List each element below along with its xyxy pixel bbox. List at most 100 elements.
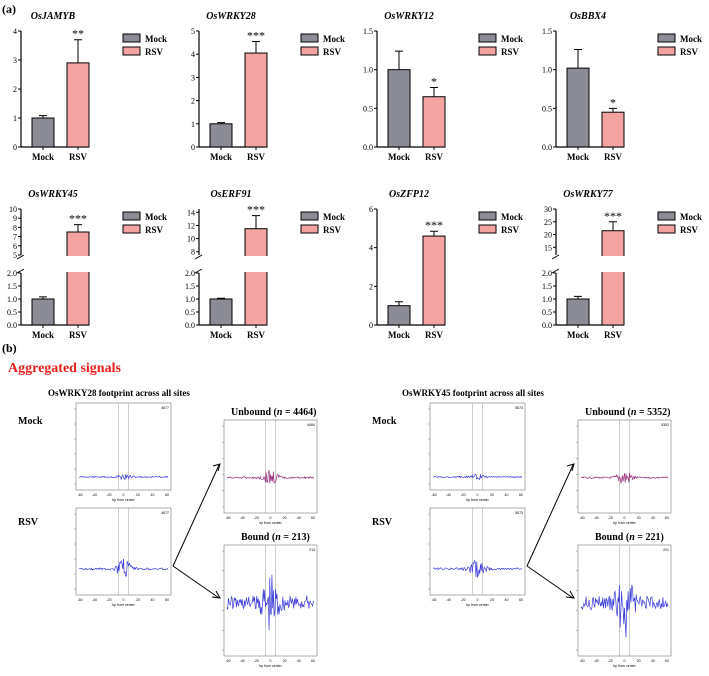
mini-x-tick-label: 60 — [311, 516, 315, 520]
significance-label: *** — [69, 212, 87, 226]
mock-signal-plot: -60 -40 -20 0 20 40 60 bp from center 4677 — [74, 402, 172, 502]
legend-swatch-mock — [478, 33, 497, 43]
legend-swatch-mock — [122, 33, 141, 43]
mock-signal-plot: -60 -40 -20 0 20 40 60 bp from center 5573 — [428, 402, 526, 502]
x-tick-label: Mock — [388, 152, 410, 162]
unbound-suffix: = 4464) — [282, 407, 316, 418]
legend-swatch-mock — [657, 211, 676, 221]
legend-label-mock: Mock — [501, 34, 523, 44]
y-tick-label: 1.5 — [542, 282, 552, 291]
legend-label-mock: Mock — [145, 212, 167, 222]
mini-x-tick-label: -40 — [92, 493, 97, 497]
y-tick-label: 25 — [544, 218, 552, 227]
bound-prefix: Bound ( — [241, 532, 276, 543]
error-bar — [609, 221, 617, 231]
error-bar — [74, 39, 82, 63]
significance-label: ** — [72, 27, 84, 41]
y-tick-label: 14 — [187, 208, 195, 217]
signal-line — [226, 470, 315, 484]
panel-b-title: Aggregated signals — [8, 361, 121, 376]
aggregated-signals-layer: OsWRKY28 footprint across all sites Mock R… — [18, 388, 672, 668]
mini-x-tick-label: 40 — [151, 493, 155, 497]
chart-title: OsERF91 — [210, 189, 251, 200]
legend-label-mock: Mock — [145, 34, 167, 44]
legend-swatch-rsv — [122, 46, 141, 56]
legend-swatch-rsv — [300, 46, 319, 56]
y-tick-label: 5 — [191, 27, 195, 36]
axis-break — [16, 254, 25, 274]
error-bar — [39, 296, 47, 299]
y-tick-label: 0.0 — [185, 321, 195, 330]
bar-chart-OsWRKY77: OsWRKY77 0.0 0.5 1.0 1.5 2.0 15 20 25 30 Mock RSV **… — [542, 189, 702, 340]
mini-x-tick-label: 0 — [270, 516, 272, 520]
mini-x-tick-label: -20 — [460, 493, 465, 497]
mini-x-axis-label: bp from center — [112, 603, 135, 607]
bound-prefix: Bound ( — [595, 532, 630, 543]
error-bar — [395, 50, 403, 70]
y-tick-label: 2.0 — [185, 269, 195, 278]
mini-site-count: 4464 — [307, 423, 315, 427]
arrowhead — [566, 463, 575, 472]
x-tick-label: RSV — [247, 152, 266, 162]
arrowhead — [211, 590, 221, 599]
y-tick-label: 1.0 — [542, 66, 552, 75]
mini-x-tick-label: -60 — [579, 659, 584, 663]
mini-x-tick-label: 60 — [519, 598, 523, 602]
y-tick-label: 0 — [191, 143, 195, 152]
bar-chart-OsERF91: OsERF91 0.0 0.5 1.0 1.5 2.0 8 10 12 14 Mock RSV *** M… — [185, 189, 345, 340]
mini-x-tick-label: 20 — [490, 493, 494, 497]
signal-line — [226, 574, 314, 631]
mini-x-tick-label: 0 — [624, 516, 626, 520]
y-tick-label: 1.5 — [363, 27, 373, 36]
y-tick-label: 0.5 — [542, 104, 552, 113]
signal-line — [580, 584, 669, 638]
x-tick-label: Mock — [32, 330, 54, 340]
legend-label-mock: Mock — [323, 34, 345, 44]
chart-title: OsBBX4 — [570, 11, 606, 22]
legend-swatch-mock — [300, 33, 319, 43]
legend-label-rsv: RSV — [501, 225, 520, 235]
legend-swatch-rsv — [657, 224, 676, 234]
legend-swatch-rsv — [122, 224, 141, 234]
bar-mock — [31, 298, 55, 326]
x-tick-label: RSV — [69, 152, 88, 162]
y-tick-label: 1.5 — [542, 27, 552, 36]
bar-rsv — [66, 62, 90, 148]
bound-title: Bound (n = 221) — [595, 532, 664, 543]
mini-x-axis-label: bp from center — [613, 664, 636, 668]
bar-chart-OsZFP12: OsZFP12 0 2 4 6 Mock RSV *** Mock RSV — [369, 189, 523, 340]
significance-label: * — [610, 95, 616, 109]
panel-a-label: (a) — [2, 2, 16, 16]
mini-x-tick-label: 20 — [283, 659, 287, 663]
arrow-to-bound — [526, 565, 574, 599]
error-bar — [430, 86, 438, 97]
legend-label-rsv: RSV — [145, 225, 164, 235]
bar-rsv — [601, 111, 625, 148]
y-tick-label: 1.5 — [7, 282, 17, 291]
mini-site-count: 221 — [663, 548, 669, 552]
bar-break-gap — [601, 256, 625, 272]
signal-line — [433, 559, 523, 578]
mini-x-tick-label: -60 — [77, 493, 82, 497]
legend-swatch-rsv — [657, 46, 676, 56]
mini-x-tick-label: 0 — [477, 493, 479, 497]
chart-title: OsWRKY77 — [563, 189, 613, 200]
bound-signal-plot: -60 -40 -20 0 20 40 60 bp from center 213 — [222, 544, 318, 668]
mini-x-tick-label: 0 — [477, 598, 479, 602]
mini-x-tick-label: -20 — [608, 659, 613, 663]
bar-mock — [209, 123, 233, 148]
mini-x-tick-label: 40 — [505, 598, 509, 602]
mini-site-count: 5352 — [661, 423, 669, 427]
panel-b-label: (b) — [2, 341, 17, 355]
y-tick-label: 1 — [13, 114, 17, 123]
plot-frame — [75, 507, 172, 596]
x-tick-label: Mock — [32, 152, 54, 162]
arrow-to-unbound — [526, 464, 574, 567]
y-tick-label: 0.0 — [542, 321, 552, 330]
bar-rsv — [244, 52, 268, 148]
axis-break — [194, 254, 203, 274]
mini-x-tick-label: 0 — [270, 659, 272, 663]
bar-rsv — [422, 235, 446, 326]
rsv-label: RSV — [372, 517, 393, 528]
